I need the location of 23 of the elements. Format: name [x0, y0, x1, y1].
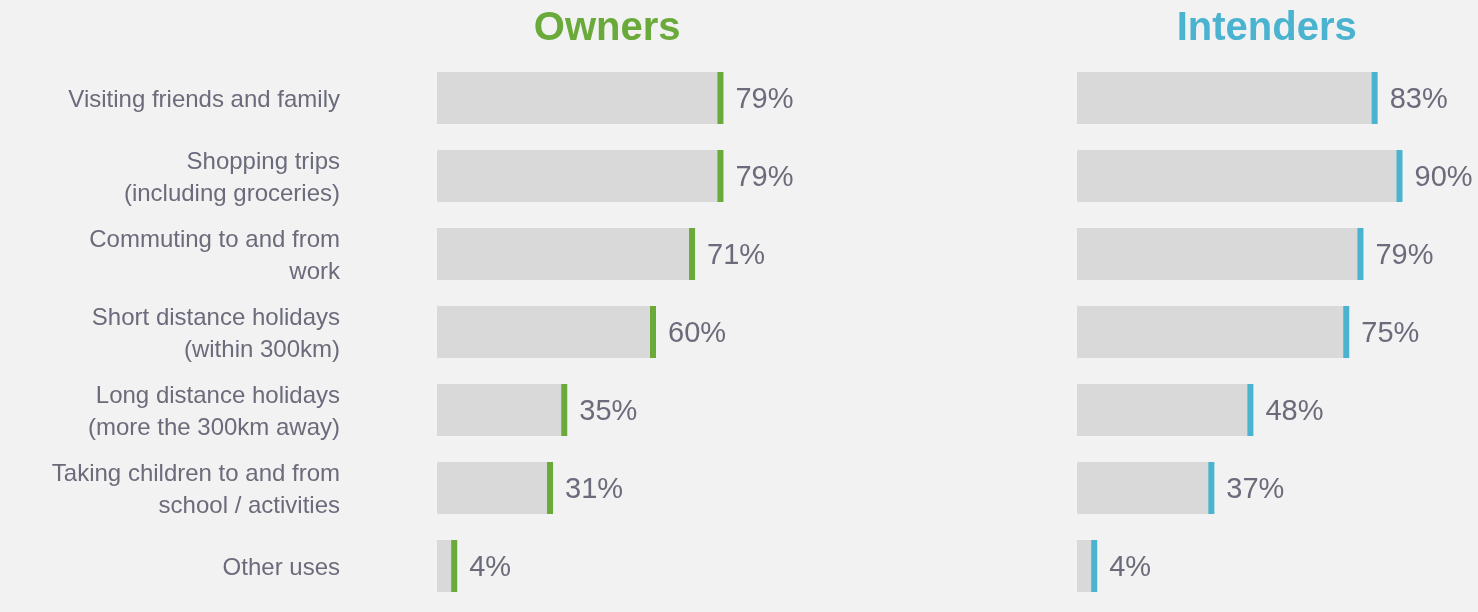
data-label: 35% [579, 394, 638, 426]
y-tick-label: Commuting to and from work [89, 224, 341, 284]
y-tick-label: Long distance holidays (more the 300km away) [87, 380, 340, 440]
data-label: 79% [735, 82, 794, 114]
chart-title: Intenders [1176, 4, 1357, 48]
data-label: 4% [469, 550, 512, 582]
y-tick-label: Other uses [222, 552, 340, 580]
data-label: 79% [735, 160, 794, 192]
data-label: 31% [565, 472, 624, 504]
data-label: 37% [1226, 472, 1285, 504]
data-label: 4% [1109, 550, 1152, 582]
data-label: 79% [1375, 238, 1434, 270]
data-label: 75% [1361, 316, 1420, 348]
y-tick-label: Visiting friends and family [68, 84, 340, 112]
y-tick-label: Shopping trips (including groceries) [123, 146, 340, 206]
data-label: 60% [668, 316, 727, 348]
data-label: 90% [1414, 160, 1473, 192]
y-tick-label: Short distance holidays (within 300km) [91, 302, 340, 362]
chart-title: Owners [533, 4, 681, 48]
y-tick-label: Taking children to and from school / activities [51, 458, 340, 518]
data-label: 83% [1389, 82, 1448, 114]
data-label: 71% [707, 238, 766, 270]
data-label: 48% [1265, 394, 1324, 426]
